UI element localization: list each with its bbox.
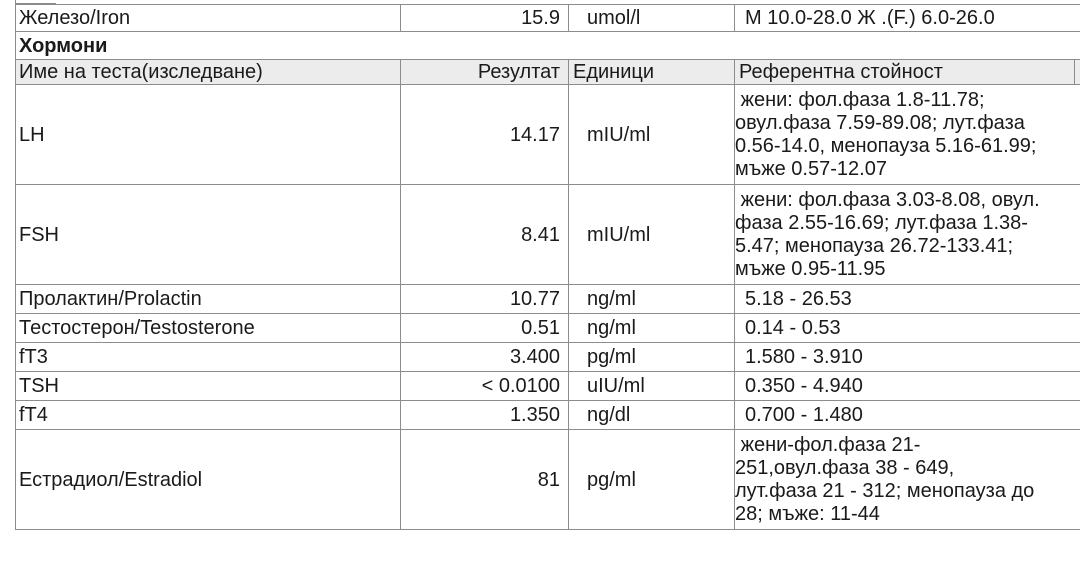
test-name: Железо/Iron bbox=[15, 4, 401, 32]
row-estradiol: Естрадиол/Estradiol 81 pg/ml жени-фол.фа… bbox=[15, 429, 1080, 530]
row-ft3: fT3 3.400 pg/ml 1.580 - 3.910 bbox=[15, 342, 1080, 372]
row-fsh: FSH 8.41 mIU/ml жени: фол.фаза 3.03-8.08… bbox=[15, 184, 1080, 285]
test-name: Тестостерон/Testosterone bbox=[15, 313, 401, 343]
test-reference: 5.18 - 26.53 bbox=[734, 284, 1080, 314]
row-prolactin: Пролактин/Prolactin 10.77 ng/ml 5.18 - 2… bbox=[15, 284, 1080, 314]
test-reference: 1.580 - 3.910 bbox=[734, 342, 1080, 372]
test-result: 10.77 bbox=[400, 284, 569, 314]
section-hormones: Хормони bbox=[15, 31, 1080, 60]
test-name: fT4 bbox=[15, 400, 401, 430]
reference-line: жени-фол.фаза 21- bbox=[735, 433, 921, 456]
reference-line: 0.56-14.0, менопауза 5.16-61.99; bbox=[735, 134, 1037, 157]
previous-row-edge bbox=[15, 0, 1080, 4]
reference-line: овул.фаза 7.59-89.08; лут.фаза bbox=[735, 111, 1025, 134]
test-unit: ng/dl bbox=[568, 400, 735, 430]
reference-line: жени: фол.фаза 1.8-11.78; bbox=[735, 88, 985, 111]
test-result: 3.400 bbox=[400, 342, 569, 372]
row-testosterone: Тестостерон/Testosterone 0.51 ng/ml 0.14… bbox=[15, 313, 1080, 343]
test-name: FSH bbox=[15, 184, 401, 285]
test-result: 15.9 bbox=[400, 4, 569, 32]
test-unit: pg/ml bbox=[568, 429, 735, 530]
column-header-extra bbox=[1074, 59, 1080, 85]
row-iron: Железо/Iron 15.9 umol/l М 10.0-28.0 Ж .(… bbox=[15, 4, 1080, 32]
reference-line: 28; мъже: 11-44 bbox=[735, 502, 880, 525]
reference-line: 251,овул.фаза 38 - 649, bbox=[735, 456, 955, 479]
test-unit: pg/ml bbox=[568, 342, 735, 372]
test-result: < 0.0100 bbox=[400, 371, 569, 401]
row-ft4: fT4 1.350 ng/dl 0.700 - 1.480 bbox=[15, 400, 1080, 430]
test-result: 14.17 bbox=[400, 84, 569, 185]
reference-line: фаза 2.55-16.69; лут.фаза 1.38- bbox=[735, 211, 1028, 234]
row-lh: LH 14.17 mIU/ml жени: фол.фаза 1.8-11.78… bbox=[15, 84, 1080, 185]
test-reference: 0.14 - 0.53 bbox=[734, 313, 1080, 343]
test-name: fT3 bbox=[15, 342, 401, 372]
test-name: Пролактин/Prolactin bbox=[15, 284, 401, 314]
test-reference: жени: фол.фаза 1.8-11.78; овул.фаза 7.59… bbox=[734, 84, 1080, 185]
reference-line: мъже 0.95-11.95 bbox=[735, 257, 886, 280]
test-result: 1.350 bbox=[400, 400, 569, 430]
column-header-reference: Референтна стойност bbox=[734, 59, 1075, 85]
test-result: 0.51 bbox=[400, 313, 569, 343]
test-reference: жени-фол.фаза 21- 251,овул.фаза 38 - 649… bbox=[734, 429, 1080, 530]
column-header-name: Име на теста(изследване) bbox=[15, 59, 401, 85]
table-header: Име на теста(изследване) Резултат Единиц… bbox=[15, 59, 1080, 85]
test-reference: 0.700 - 1.480 bbox=[734, 400, 1080, 430]
row-tsh: TSH < 0.0100 uIU/ml 0.350 - 4.940 bbox=[15, 371, 1080, 401]
test-reference: 0.350 - 4.940 bbox=[734, 371, 1080, 401]
reference-line: мъже 0.57-12.07 bbox=[735, 157, 887, 180]
test-unit: mIU/ml bbox=[568, 184, 735, 285]
reference-line: жени: фол.фаза 3.03-8.08, овул. bbox=[735, 188, 1040, 211]
column-header-result: Резултат bbox=[400, 59, 569, 85]
reference-line: лут.фаза 21 - 312; менопауза до bbox=[735, 479, 1035, 502]
test-unit: ng/ml bbox=[568, 313, 735, 343]
test-unit: uIU/ml bbox=[568, 371, 735, 401]
test-reference: жени: фол.фаза 3.03-8.08, овул. фаза 2.5… bbox=[734, 184, 1080, 285]
column-header-unit: Единици bbox=[568, 59, 735, 85]
test-reference: М 10.0-28.0 Ж .(F.) 6.0-26.0 bbox=[734, 4, 1080, 32]
reference-line: 5.47; менопауза 26.72-133.41; bbox=[735, 234, 1014, 257]
test-result: 81 bbox=[400, 429, 569, 530]
section-title: Хормони bbox=[15, 31, 1080, 60]
test-unit: umol/l bbox=[568, 4, 735, 32]
test-name: TSH bbox=[15, 371, 401, 401]
test-unit: ng/ml bbox=[568, 284, 735, 314]
test-name: LH bbox=[15, 84, 401, 185]
test-name: Естрадиол/Estradiol bbox=[15, 429, 401, 530]
lab-results-table: Железо/Iron 15.9 umol/l М 10.0-28.0 Ж .(… bbox=[15, 4, 1080, 530]
test-result: 8.41 bbox=[400, 184, 569, 285]
test-unit: mIU/ml bbox=[568, 84, 735, 185]
